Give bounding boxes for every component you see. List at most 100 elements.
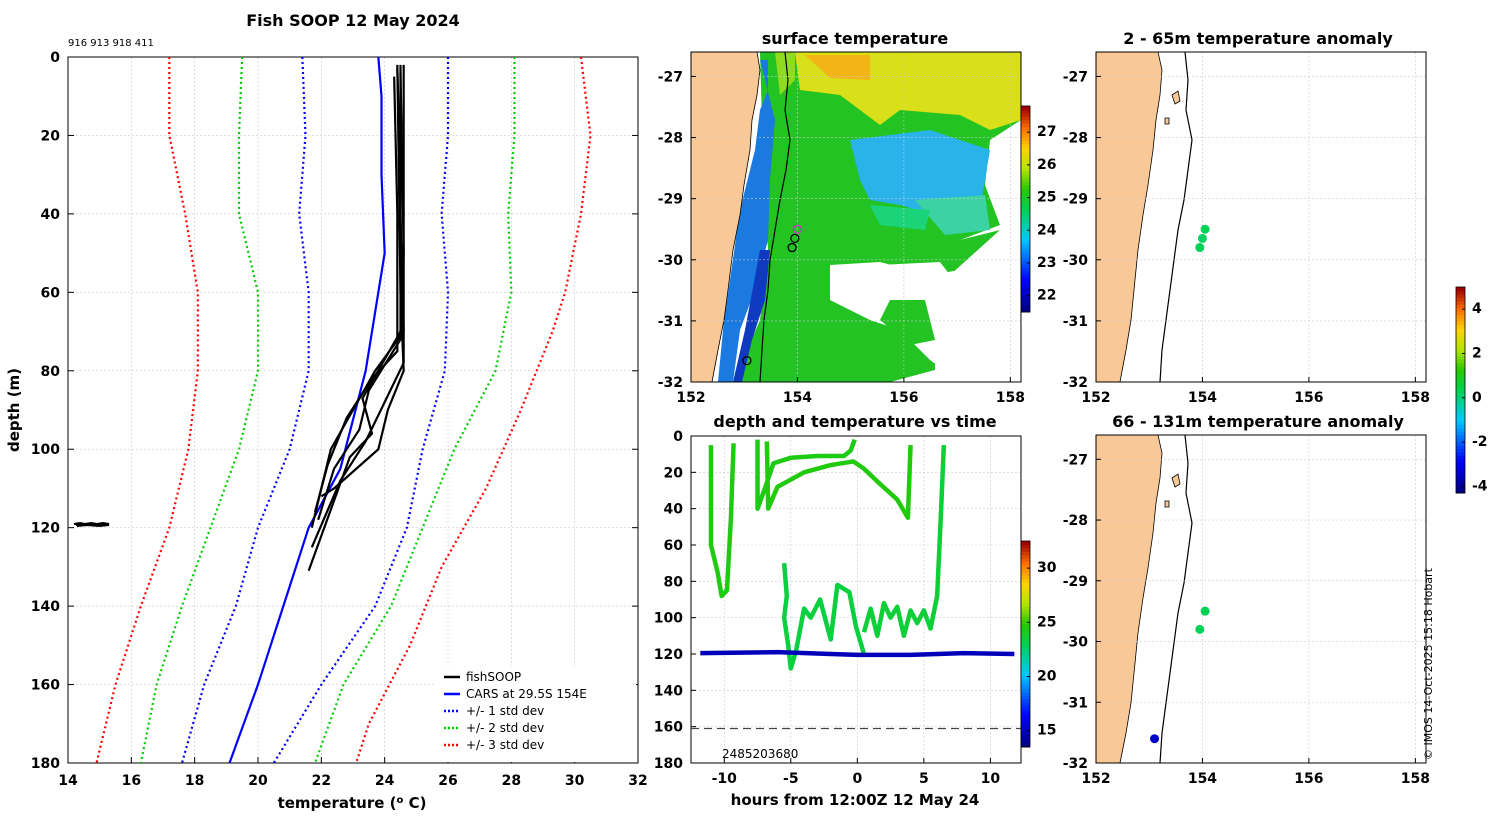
sst-colorbar-segment	[1021, 123, 1030, 128]
anomaly-colorbar-segment	[1456, 307, 1465, 312]
time-colorbar-segment	[1021, 541, 1030, 545]
sst-colorbar-segment	[1021, 198, 1030, 203]
anomaly-colorbar-segment	[1456, 365, 1465, 370]
depth-temp-track	[861, 444, 947, 639]
sst-colorbar-segment	[1021, 133, 1030, 138]
y-tick-label: 120	[31, 521, 60, 537]
anom2-contour	[1159, 434, 1193, 764]
anomaly-colorbar-segment	[1456, 314, 1465, 319]
time-colorbar-tick-label: 25	[1037, 614, 1056, 630]
y-tick-label: -31	[658, 314, 683, 330]
time-title: depth and temperature vs time	[713, 412, 996, 431]
y-tick-label: 160	[31, 678, 60, 694]
anomaly-colorbar-segment	[1456, 317, 1465, 322]
anomaly-colorbar-segment	[1456, 311, 1465, 315]
x-tick-label: 0	[852, 771, 862, 787]
x-tick-label: 24	[375, 773, 395, 789]
time-colorbar-segment	[1021, 685, 1030, 690]
anomaly-colorbar-segment	[1456, 390, 1465, 394]
time-colorbar-segment	[1021, 712, 1030, 717]
sst-colorbar-segment	[1021, 140, 1030, 145]
anomaly-colorbar-segment	[1456, 321, 1465, 326]
sst-colorbar-segment	[1021, 195, 1030, 200]
time-colorbar-segment	[1021, 544, 1030, 549]
x-tick-label: 158	[996, 390, 1025, 406]
sst-colorbar-segment	[1021, 164, 1030, 169]
sst-colorbar-segment	[1021, 147, 1030, 152]
anom1-land	[1095, 51, 1163, 383]
imos-stamp: © IMOS 14-Oct-2025 15:18 Hobart	[1422, 568, 1435, 760]
time-colorbar-segment	[1021, 599, 1030, 604]
y-tick-label: -29	[1063, 192, 1088, 208]
time-colorbar-segment	[1021, 698, 1030, 703]
time-colorbar-segment	[1021, 551, 1030, 556]
y-tick-label: -29	[1063, 574, 1088, 590]
time-colorbar-segment	[1021, 702, 1030, 707]
time-colorbar-tick-label: 30	[1037, 560, 1057, 576]
x-tick-label: 152	[1081, 771, 1110, 787]
sst-colorbar-segment	[1021, 260, 1030, 265]
time-colorbar-segment	[1021, 554, 1030, 559]
cast-marker	[787, 242, 797, 253]
sst-colorbar-segment	[1021, 202, 1030, 207]
depth-temp-track	[781, 562, 867, 671]
anomaly-colorbar-segment	[1456, 304, 1465, 309]
anomaly-colorbar-segment	[1456, 407, 1465, 412]
sst-colorbar-segment	[1021, 209, 1030, 213]
y-tick-label: 20	[664, 465, 684, 481]
fishsoop-profile	[317, 68, 402, 521]
sst-colorbar-segment	[1021, 257, 1030, 261]
cars-mean-line	[228, 57, 386, 763]
anomaly-point	[1200, 606, 1210, 616]
time-colorbar-segment	[1021, 733, 1030, 738]
anomaly-colorbar-segment	[1456, 489, 1465, 494]
anomaly-colorbar-segment	[1456, 352, 1465, 357]
time-colorbar-segment	[1021, 561, 1030, 566]
anom2-islands	[1164, 473, 1181, 508]
anomaly-colorbar-segment	[1456, 417, 1465, 422]
profile-series	[95, 57, 592, 763]
time-colorbar-segment	[1021, 729, 1030, 734]
sst-colorbar-segment	[1021, 160, 1030, 165]
profile-frame	[67, 56, 639, 764]
time-colorbar-segment	[1021, 726, 1030, 731]
sst-colorbar-segment	[1021, 243, 1030, 248]
time-colorbar-segment	[1021, 661, 1030, 666]
anomaly-colorbar-segment	[1456, 472, 1465, 477]
anomaly-colorbar-segment	[1456, 482, 1465, 487]
y-tick-label: 80	[41, 364, 61, 380]
anomaly-colorbar-segment	[1456, 451, 1465, 456]
time-colorbar-segment	[1021, 575, 1030, 580]
anomaly-colorbar-segment	[1456, 297, 1465, 302]
x-tick-label: 14	[58, 773, 78, 789]
anomaly-colorbar-segment	[1456, 444, 1465, 449]
sst-colorbar-segment	[1021, 239, 1030, 244]
x-tick-label: -10	[712, 771, 738, 787]
anomaly-point	[1195, 243, 1205, 253]
time-annotation: 2485203680	[722, 747, 798, 761]
y-tick-label: -29	[658, 192, 683, 208]
time-colorbar-segment	[1021, 547, 1030, 552]
time-colorbar-segment	[1021, 571, 1030, 576]
anomaly-colorbar-segment	[1456, 328, 1465, 333]
anomaly-colorbar-segment	[1456, 359, 1465, 364]
sst-colorbar-segment	[1021, 184, 1030, 189]
x-tick-label: 154	[1188, 390, 1217, 406]
sst-colorbar-segment	[1021, 143, 1030, 148]
x-tick-label: 152	[676, 390, 705, 406]
y-tick-label: 100	[654, 611, 683, 627]
time-colorbar-segment	[1021, 630, 1030, 635]
fishsoop-profile	[310, 64, 405, 528]
sst-colorbar-tick-label: 24	[1037, 222, 1057, 238]
time-colorbar-segment	[1021, 623, 1030, 628]
anomaly-colorbar-segment	[1456, 468, 1465, 473]
time-colorbar-segment	[1021, 695, 1030, 700]
anomaly-colorbar-segment	[1456, 379, 1465, 384]
profile-title: Fish SOOP 12 May 2024	[246, 11, 460, 30]
sst-colorbar-segment	[1021, 308, 1030, 313]
time-colorbar-segment	[1021, 664, 1030, 669]
sst-colorbar-segment	[1021, 106, 1030, 110]
sst-colorbar-segment	[1021, 267, 1030, 272]
fishsoop-profiles	[307, 64, 405, 572]
anomaly-colorbar-segment	[1456, 438, 1465, 442]
